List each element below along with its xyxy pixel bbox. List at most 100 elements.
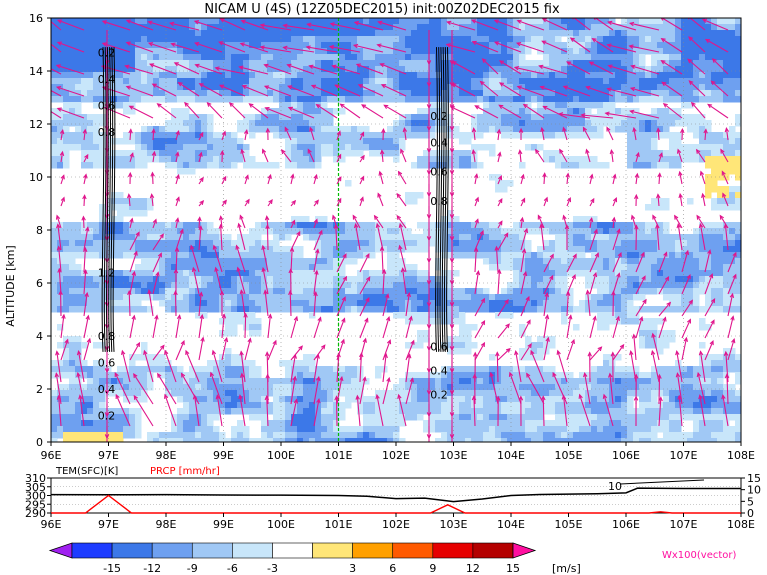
shade-cell <box>141 294 148 301</box>
shade-cell <box>537 258 544 265</box>
shade-cell <box>189 126 196 133</box>
shade-cell <box>501 408 508 415</box>
shade-cell <box>273 114 280 121</box>
shade-cell <box>519 54 526 61</box>
shade-cell <box>327 60 334 67</box>
shade-cell <box>213 276 220 283</box>
shade-cell <box>663 264 670 271</box>
shade-cell <box>633 426 640 433</box>
shade-cell <box>129 414 136 421</box>
shade-cell <box>183 234 190 241</box>
shade-cell <box>507 414 514 421</box>
shade-cell <box>261 96 268 103</box>
shade-cell <box>351 288 358 295</box>
shade-cell <box>621 300 628 307</box>
shade-cell <box>591 114 598 121</box>
shade-cell <box>465 408 472 415</box>
shade-cell <box>255 252 262 259</box>
shade-cell <box>243 54 250 61</box>
shade-cell <box>297 18 304 25</box>
shade-cell <box>561 258 568 265</box>
shade-cell <box>423 108 430 115</box>
shade-cell <box>351 372 358 379</box>
shade-cell <box>399 126 406 133</box>
shade-cell <box>267 270 274 277</box>
shade-cell <box>231 30 238 37</box>
shade-cell <box>297 138 304 145</box>
shade-cell <box>321 432 328 439</box>
shade-cell <box>87 150 94 157</box>
shade-cell <box>543 240 550 247</box>
shade-cell <box>411 60 418 67</box>
shade-cell <box>141 270 148 277</box>
shade-cell <box>561 24 568 31</box>
shade-cell <box>141 390 148 397</box>
shade-cell <box>423 228 430 235</box>
shade-cell <box>525 24 532 31</box>
shade-cell <box>477 84 484 91</box>
shade-cell <box>483 48 490 55</box>
shade-cell <box>519 24 526 31</box>
shade-cell <box>657 120 664 127</box>
shade-cell <box>519 228 526 235</box>
shade-cell <box>423 162 430 169</box>
shade-cell <box>69 372 76 379</box>
shade-cell <box>171 162 178 169</box>
shade-cell <box>279 72 286 79</box>
shade-cell <box>549 390 556 397</box>
shade-cell <box>237 144 244 151</box>
shade-cell <box>441 390 448 397</box>
shade-cell <box>345 30 352 37</box>
shade-cell <box>393 222 400 229</box>
shade-cell <box>543 402 550 409</box>
shade-cell <box>87 300 94 307</box>
shade-cell <box>231 288 238 295</box>
shade-cell <box>57 150 64 157</box>
shade-cell <box>369 48 376 55</box>
shade-cell <box>279 300 286 307</box>
shade-cell <box>621 66 628 73</box>
shade-cell <box>159 144 166 151</box>
shade-cell <box>375 402 382 409</box>
shade-cell <box>501 72 508 79</box>
shade-cell <box>195 294 202 301</box>
shade-cell <box>471 438 478 442</box>
shade-cell <box>177 84 184 91</box>
shade-cell <box>537 438 544 442</box>
shade-cell <box>663 234 670 241</box>
shade-cell <box>321 132 328 139</box>
shade-cell <box>291 414 298 421</box>
shade-cell <box>207 144 214 151</box>
shade-cell <box>537 84 544 91</box>
shade-cell <box>417 246 424 253</box>
shade-cell <box>567 372 574 379</box>
shade-cell <box>255 402 262 409</box>
shade-cell <box>399 240 406 247</box>
shade-cell <box>579 60 586 67</box>
shade-cell <box>321 222 328 229</box>
shade-cell <box>123 420 130 427</box>
shade-cell <box>507 54 514 61</box>
shade-cell <box>105 222 112 229</box>
shade-cell <box>651 432 658 439</box>
shade-cell <box>525 396 532 403</box>
shade-cell <box>291 48 298 55</box>
shade-cell <box>609 306 616 313</box>
shade-cell <box>657 336 664 343</box>
shade-cell <box>561 282 568 289</box>
shade-cell <box>93 402 100 409</box>
shade-cell <box>87 60 94 67</box>
shade-cell <box>231 354 238 361</box>
shade-cell <box>105 210 112 217</box>
shade-cell <box>183 144 190 151</box>
shade-cell <box>477 162 484 169</box>
shade-cell <box>363 96 370 103</box>
shade-cell <box>405 54 412 61</box>
shade-cell <box>141 198 148 205</box>
shade-cell <box>225 66 232 73</box>
shade-cell <box>591 126 598 133</box>
shade-cell <box>207 234 214 241</box>
shade-cell <box>447 66 454 73</box>
shade-cell <box>321 390 328 397</box>
shade-cell <box>303 402 310 409</box>
